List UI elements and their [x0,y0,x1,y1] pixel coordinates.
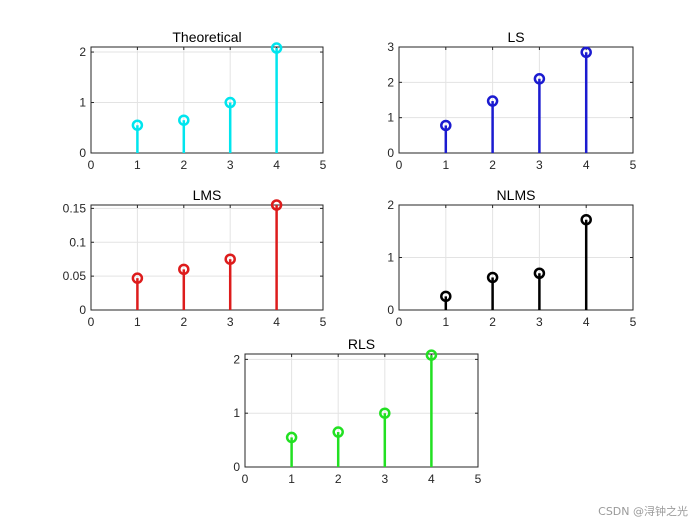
stem-marker [224,253,236,265]
y-tick-label: 0.15 [63,201,87,215]
x-tick-label: 4 [273,315,280,329]
stem-marker [178,263,190,276]
x-tick-label: 2 [180,315,187,329]
axes-background [399,47,633,153]
y-tick-label: 1 [387,111,394,125]
subplot-rls: 0 1 2 3 4 5 0 1 2 RLS [233,336,481,486]
x-tick-label: 2 [335,472,342,486]
x-tick-label: 4 [428,472,435,486]
x-tick-label: 3 [227,315,234,329]
axes-frame [398,46,634,154]
axes-background [245,354,478,467]
subplot-ls: 0 1 2 3 4 5 0 1 2 3 LS [387,29,636,172]
stem-marker [486,271,499,284]
stem-marker [486,95,499,107]
axes-frame [244,353,479,468]
stem-marker [379,407,391,419]
stem-marker [580,213,592,226]
x-tick-label: 1 [134,158,141,172]
y-tick-label: 2 [387,198,394,212]
y-tick-label: 3 [387,40,394,54]
x-tick-label: 4 [583,158,590,172]
y-tick-label: 1 [387,251,394,265]
y-tick-label: 0.1 [69,235,86,249]
x-tick-label: 1 [442,315,449,329]
stem-marker [285,431,298,444]
axes-frame [90,46,324,154]
subplot-nlms: 0 1 2 3 4 5 0 1 2 NLMS [387,187,636,329]
x-tick-label: 3 [227,158,234,172]
x-tick-label: 5 [630,158,637,172]
subplot-title: LS [507,29,524,45]
x-tick-label: 2 [489,158,496,172]
y-tick-label: 2 [79,45,86,59]
x-tick-label: 3 [536,158,543,172]
y-tick-label: 0.05 [63,269,87,283]
stem-marker [533,73,546,85]
stem-marker [440,290,452,303]
x-tick-label: 5 [320,158,327,172]
stem-marker [224,96,236,109]
x-tick-label: 5 [320,315,327,329]
x-tick-label: 2 [180,158,187,172]
subplot-title: NLMS [497,187,536,203]
y-tick-label: 0 [79,303,86,317]
y-tick-label: 2 [233,352,240,366]
stem-marker [270,42,283,54]
x-tick-label: 4 [273,158,280,172]
y-tick-label: 0 [387,146,394,160]
y-tick-label: 0 [233,460,240,474]
stem-marker [131,272,144,284]
x-tick-label: 2 [489,315,496,329]
stem-marker [270,199,283,211]
axes-background [91,47,323,153]
y-tick-label: 1 [233,406,240,420]
x-tick-label: 5 [630,315,637,329]
subplot-lms: 0 1 2 3 4 5 0 0.05 0.1 0.15 LMS [63,187,327,329]
axes-frame [90,204,324,311]
x-tick-label: 1 [442,158,449,172]
x-tick-label: 4 [583,315,590,329]
y-tick-label: 0 [79,146,86,160]
axes-background [91,205,323,310]
x-tick-label: 1 [134,315,141,329]
stem-marker [533,267,546,279]
x-tick-label: 0 [396,315,403,329]
stem-marker [425,349,438,361]
y-tick-label: 0 [387,303,394,317]
subplot-title: Theoretical [172,29,241,45]
x-tick-label: 0 [242,472,249,486]
subplot-title: RLS [348,336,375,352]
subplot-title: LMS [193,187,222,203]
x-tick-label: 0 [88,315,95,329]
stem-marker [178,114,190,126]
stem-marker [580,46,592,59]
y-tick-label: 2 [387,75,394,89]
stem-marker [332,426,344,438]
x-tick-label: 1 [288,472,295,486]
csdn-watermark: CSDN @浔钟之光 [598,505,688,518]
x-tick-label: 5 [475,472,482,486]
stem-marker [440,119,452,132]
subplot-theoretical: 0 1 2 3 4 5 0 1 2 Theoretical [79,29,326,172]
x-tick-label: 3 [536,315,543,329]
x-tick-label: 0 [88,158,95,172]
x-tick-label: 3 [381,472,388,486]
stem-marker [131,119,144,131]
y-tick-label: 1 [79,96,86,110]
x-tick-label: 0 [396,158,403,172]
